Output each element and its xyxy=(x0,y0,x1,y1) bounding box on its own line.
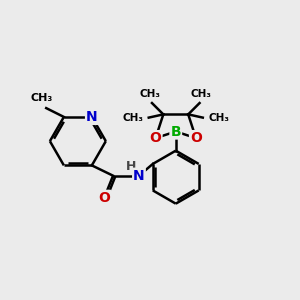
Text: O: O xyxy=(190,131,202,145)
Text: CH₃: CH₃ xyxy=(31,93,53,103)
Text: CH₃: CH₃ xyxy=(122,112,143,123)
Text: H: H xyxy=(125,160,136,173)
Text: O: O xyxy=(98,191,110,205)
Text: CH₃: CH₃ xyxy=(190,89,212,99)
Text: CH₃: CH₃ xyxy=(140,89,161,99)
Text: O: O xyxy=(150,131,161,145)
Text: N: N xyxy=(86,110,98,124)
Text: CH₃: CH₃ xyxy=(208,112,229,123)
Text: N: N xyxy=(133,169,145,183)
Text: B: B xyxy=(170,124,181,139)
